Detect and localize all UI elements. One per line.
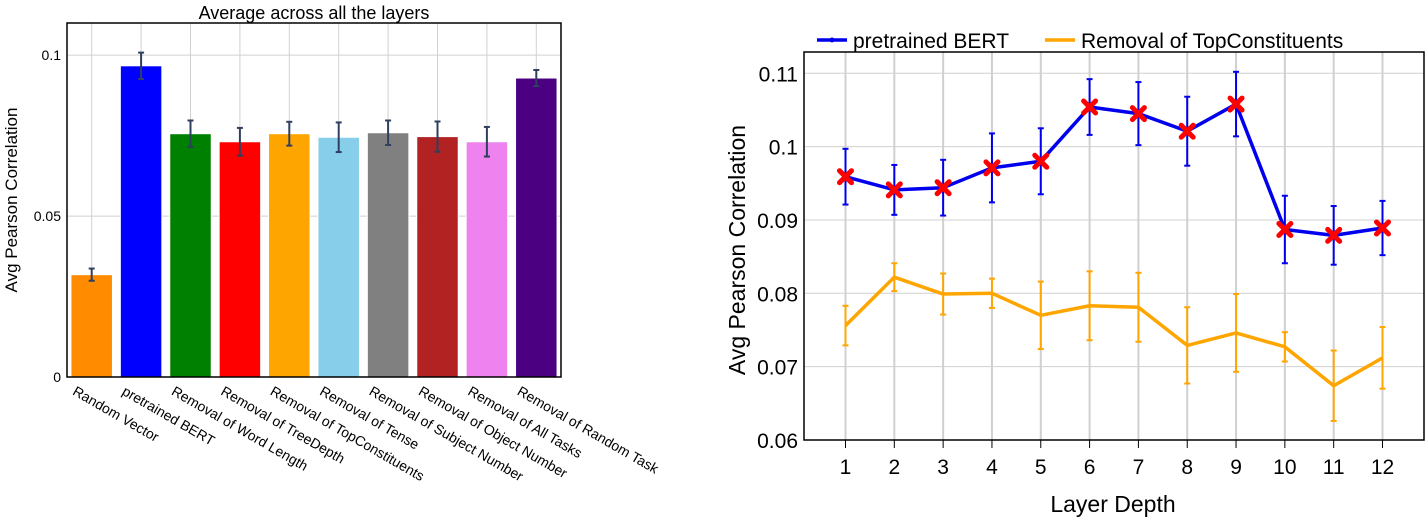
y-axis-label: Avg Pearson Correlation <box>724 125 750 375</box>
bar <box>169 133 212 378</box>
legend-label: pretrained BERT <box>853 30 1009 53</box>
y-tick-label: 0.08 <box>757 283 798 306</box>
x-tick-label: 2 <box>888 456 900 479</box>
bar <box>119 65 163 378</box>
bar <box>515 77 558 378</box>
x-tick-label: 11 <box>1323 456 1345 479</box>
y-tick-label: 0.07 <box>757 357 798 380</box>
data-point-marker <box>1227 95 1245 113</box>
bar <box>465 141 509 378</box>
data-point-marker <box>836 168 854 186</box>
bar <box>70 274 113 378</box>
y-tick-label: 0.1 <box>42 47 62 63</box>
data-point-marker <box>983 159 1001 177</box>
x-tick-label: 12 <box>1371 456 1394 479</box>
y-tick-label: 0.1 <box>769 137 798 160</box>
data-point-marker <box>934 179 952 197</box>
y-tick-label: 0.06 <box>757 430 798 453</box>
bar-chart-average: Average across all the layers Avg Pearso… <box>2 3 662 484</box>
data-point-marker <box>885 181 903 199</box>
series-line-pretrained-bert <box>845 102 1383 238</box>
bar <box>268 133 311 378</box>
x-tick-label: 6 <box>1084 456 1096 479</box>
legend-label: Removal of TopConstituents <box>1081 30 1343 53</box>
x-tick-label: 5 <box>1035 456 1047 479</box>
series-line-removal-topconstituents <box>844 275 1384 388</box>
x-tick-label: 9 <box>1230 456 1242 479</box>
line-chart-layers: Avg Pearson Correlation Layer Depth 0.06… <box>724 30 1425 517</box>
chart-title: Average across all the layers <box>199 3 430 23</box>
y-tick-label: 0.11 <box>759 63 798 86</box>
data-point-marker <box>1325 226 1343 244</box>
x-tick-label: 10 <box>1273 456 1296 479</box>
y-tick-label: 0.05 <box>34 208 61 224</box>
data-point-marker <box>1276 220 1294 238</box>
y-tick-label: 0 <box>53 369 61 385</box>
x-tick-label: 3 <box>937 456 949 479</box>
x-axis-label: Layer Depth <box>1050 491 1175 517</box>
data-point-marker <box>1178 122 1196 140</box>
legend-marker <box>829 37 835 43</box>
bar <box>416 136 459 378</box>
y-tick-label: 0.09 <box>757 210 798 233</box>
bar <box>218 141 262 378</box>
x-tick-label: 1 <box>840 456 852 479</box>
data-point-marker <box>1081 98 1099 116</box>
x-tick-label: 8 <box>1181 456 1193 479</box>
y-axis-label: Avg Pearson Correlation <box>2 108 21 293</box>
plot-frame <box>803 51 1425 441</box>
data-point-marker <box>1374 219 1391 237</box>
x-tick-label: Random Vector <box>70 383 162 445</box>
x-tick-label: 4 <box>986 456 998 479</box>
x-tick-label: 7 <box>1133 456 1145 479</box>
plot-frame <box>66 22 562 378</box>
data-point-marker <box>1032 152 1050 170</box>
bar <box>317 136 360 378</box>
data-point-marker <box>1129 105 1147 123</box>
bar <box>366 132 410 378</box>
